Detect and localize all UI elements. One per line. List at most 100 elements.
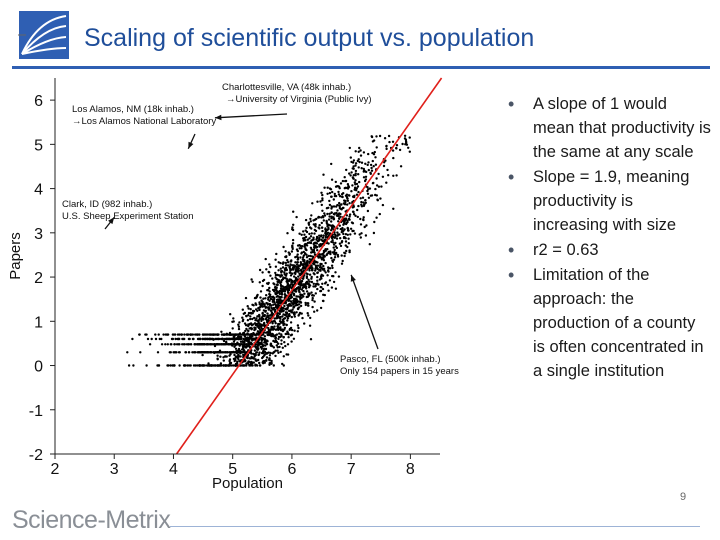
scatter-point bbox=[233, 353, 236, 357]
scatter-point bbox=[255, 351, 259, 354]
scatter-point bbox=[242, 312, 245, 315]
scatter-point bbox=[346, 199, 350, 202]
scatter-point bbox=[304, 242, 307, 246]
scatter-point bbox=[333, 248, 336, 252]
scatter-point bbox=[264, 338, 267, 342]
scatter-point bbox=[300, 283, 303, 286]
scatter-point bbox=[339, 212, 342, 216]
scatter-point bbox=[258, 341, 261, 344]
scatter-point bbox=[341, 259, 344, 263]
scatter-point bbox=[353, 232, 357, 235]
scatter-point bbox=[237, 325, 241, 328]
scatter-point bbox=[278, 292, 281, 296]
scatter-point bbox=[339, 244, 343, 248]
scatter-point bbox=[277, 261, 280, 264]
scatter-point bbox=[229, 343, 233, 346]
scatter-point bbox=[156, 351, 160, 354]
scatter-point bbox=[210, 364, 213, 367]
scatter-point bbox=[189, 364, 192, 367]
scatter-point bbox=[231, 333, 234, 336]
scatter-point bbox=[131, 337, 134, 341]
scatter-point bbox=[273, 350, 276, 354]
scatter-point bbox=[264, 317, 268, 321]
scatter-point bbox=[334, 194, 338, 198]
scatter-point bbox=[327, 289, 330, 292]
scatter-point bbox=[375, 177, 378, 180]
scatter-point bbox=[347, 217, 351, 221]
scatter-point bbox=[401, 142, 404, 146]
scatter-point bbox=[281, 262, 285, 265]
scatter-point bbox=[219, 362, 223, 365]
scatter-point bbox=[326, 274, 329, 277]
scatter-point bbox=[319, 269, 322, 272]
scatter-point bbox=[352, 229, 355, 233]
annotation-arrow bbox=[350, 274, 379, 350]
scatter-point bbox=[331, 274, 334, 278]
scatter-point bbox=[290, 281, 293, 284]
scatter-point bbox=[275, 344, 278, 347]
scatter-point bbox=[240, 351, 243, 354]
scatter-point bbox=[292, 305, 295, 309]
scatter-point bbox=[304, 266, 307, 270]
scatter-point bbox=[321, 197, 324, 200]
scatter-point bbox=[352, 174, 355, 177]
scatter-point bbox=[321, 282, 324, 285]
scatter-point bbox=[278, 320, 282, 323]
scatter-point bbox=[261, 312, 264, 315]
scatter-point bbox=[307, 278, 310, 281]
scatter-point bbox=[316, 261, 319, 264]
scatter-point bbox=[317, 215, 320, 219]
scatter-point bbox=[144, 333, 147, 336]
scatter-point bbox=[292, 293, 296, 296]
scatter-point bbox=[322, 173, 325, 176]
scatter-point bbox=[303, 292, 306, 295]
scatter-point bbox=[187, 364, 191, 367]
scatter-point bbox=[177, 351, 181, 354]
title-divider bbox=[12, 66, 710, 69]
scatter-point bbox=[316, 271, 319, 275]
scatter-point bbox=[227, 337, 230, 341]
scatter-point bbox=[262, 337, 265, 341]
scatter-point bbox=[345, 218, 348, 221]
scatter-point bbox=[276, 294, 279, 298]
bullet-dot-icon: • bbox=[508, 240, 515, 260]
scatter-point bbox=[347, 194, 351, 197]
scatter-point bbox=[330, 220, 333, 223]
scatter-point bbox=[340, 262, 344, 265]
scatter-point bbox=[252, 337, 255, 341]
scatter-point bbox=[339, 237, 342, 240]
scatter-point bbox=[387, 174, 390, 177]
scatter-point bbox=[332, 243, 336, 246]
scatter-point bbox=[358, 180, 361, 184]
scatter-point bbox=[305, 226, 308, 230]
annotation-label: Pasco, FL (500k inhab.) bbox=[340, 354, 441, 365]
scatter-point bbox=[293, 329, 296, 332]
scatter-point bbox=[260, 324, 263, 328]
scatter-point bbox=[203, 343, 206, 346]
scatter-point bbox=[354, 214, 357, 217]
scatter-point bbox=[327, 242, 330, 245]
scatter-point bbox=[306, 272, 309, 276]
scatter-point bbox=[172, 333, 176, 336]
scatter-point bbox=[371, 159, 374, 163]
scatter-point bbox=[286, 259, 289, 262]
scatter-point bbox=[289, 334, 293, 337]
scatter-point bbox=[260, 338, 263, 341]
scatter-point bbox=[324, 271, 327, 274]
scatter-point bbox=[266, 289, 269, 292]
scatter-point bbox=[182, 343, 186, 346]
scatter-point bbox=[331, 224, 334, 227]
scatter-point bbox=[284, 269, 287, 272]
scatter-point bbox=[364, 162, 367, 165]
scatter-point bbox=[287, 288, 291, 291]
scatter-point bbox=[234, 333, 237, 336]
y-tick-label: 1 bbox=[34, 314, 43, 331]
scatter-point bbox=[320, 243, 323, 247]
scatter-point bbox=[358, 233, 361, 236]
scatter-point bbox=[281, 288, 285, 291]
scatter-point bbox=[224, 364, 227, 367]
scatter-point bbox=[364, 175, 368, 178]
scatter-point bbox=[217, 337, 220, 341]
scatter-point bbox=[232, 317, 235, 320]
scatter-point bbox=[334, 180, 337, 184]
